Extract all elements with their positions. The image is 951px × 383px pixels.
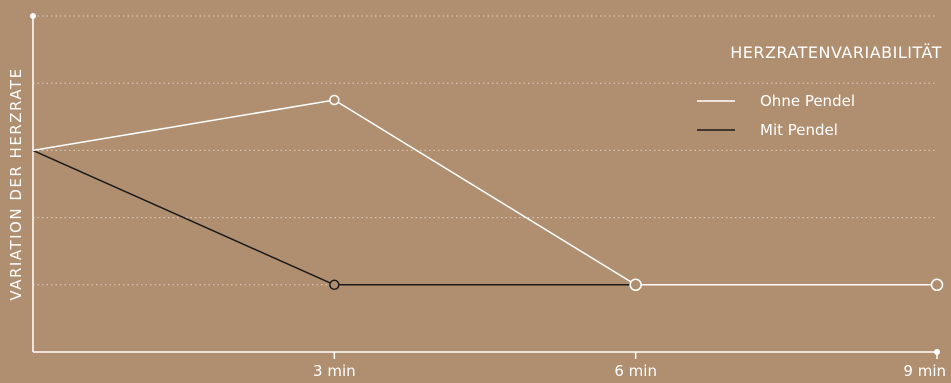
x-tick-label: 6 min <box>614 362 657 380</box>
legend-label: Ohne Pendel <box>760 92 855 110</box>
x-tick-label: 9 min <box>903 362 946 380</box>
legend-title: HERZRATENVARIABILITÄT <box>730 43 942 62</box>
y-axis-label: VARIATION DER HERZRATE <box>7 67 25 300</box>
data-point <box>329 279 340 291</box>
data-point <box>629 278 642 292</box>
data-point <box>930 278 944 292</box>
series-line <box>32 99 937 286</box>
x-ticks: 3 min 6 min 9 min <box>313 352 946 380</box>
legend: HERZRATENVARIABILITÄT Ohne Pendel Mit Pen… <box>697 43 942 139</box>
legend-label: Mit Pendel <box>760 121 838 139</box>
series <box>32 94 944 292</box>
data-point <box>329 94 340 106</box>
x-tick-label: 3 min <box>313 362 356 380</box>
y-axis-end-dot <box>30 13 36 19</box>
